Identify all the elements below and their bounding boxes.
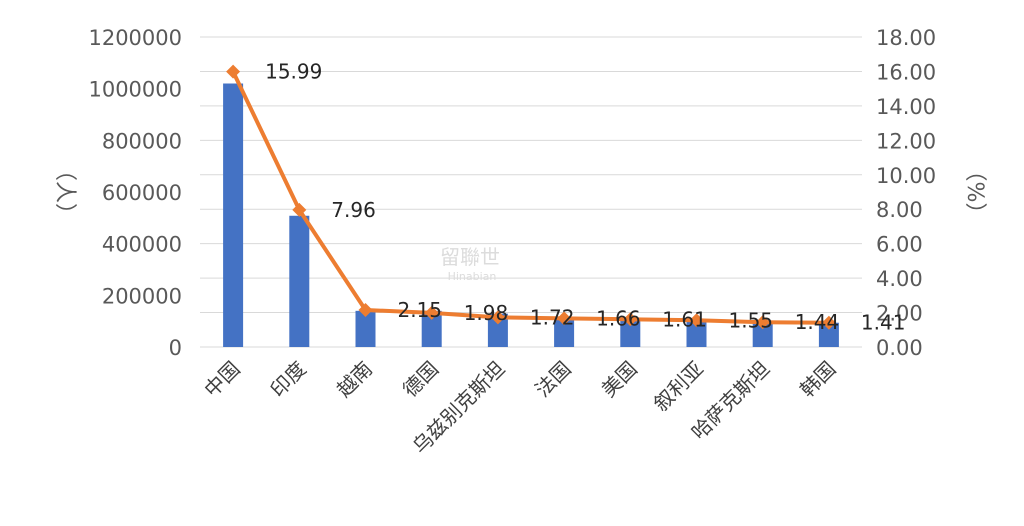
- left-tick-label: 400000: [102, 233, 182, 257]
- line-marker: [226, 64, 241, 79]
- data-label: 1.55: [729, 308, 774, 332]
- right-tick-label: 10.00: [876, 164, 936, 188]
- line-marker: [821, 315, 836, 330]
- line-series: [226, 64, 836, 330]
- line-marker: [755, 315, 770, 330]
- data-label: 1.44: [795, 310, 840, 334]
- line-marker: [623, 312, 638, 327]
- watermark-en: Hinabian: [448, 270, 497, 283]
- axis-units: （人） （%）: [52, 159, 987, 225]
- bar: [620, 319, 641, 347]
- left-tick-label: 200000: [102, 284, 182, 308]
- bar: [487, 313, 508, 347]
- left-tick-label: 0: [169, 336, 182, 360]
- bar-series: [223, 83, 839, 347]
- right-axis-unit: （%）: [962, 160, 987, 225]
- left-tick-label: 1200000: [88, 26, 182, 50]
- data-label: 7.96: [331, 198, 376, 222]
- right-tick-label: 2.00: [876, 302, 923, 326]
- right-tick-label: 6.00: [876, 233, 923, 257]
- watermark: 留聯世 Hinabian: [440, 245, 500, 283]
- left-axis-ticks: 0 200000 400000 600000 800000 1000000 1200000: [88, 26, 182, 360]
- line-marker: [424, 305, 439, 320]
- right-tick-label: 8.00: [876, 198, 923, 222]
- right-tick-label: 4.00: [876, 267, 923, 291]
- line-marker: [358, 302, 373, 317]
- right-axis-ticks: 0.00 2.00 4.00 6.00 8.00 10.00 12.00 14.00 16.00…: [876, 26, 936, 360]
- left-tick-label: 800000: [102, 129, 182, 153]
- right-tick-label: 0.00: [876, 336, 923, 360]
- gridlines: [200, 36, 862, 348]
- watermark-cn: 留聯世: [440, 245, 500, 269]
- data-label: 1.41: [861, 311, 906, 335]
- line-path: [231, 70, 829, 325]
- data-label: 2.15: [398, 298, 443, 322]
- bar: [818, 322, 839, 347]
- bar: [289, 215, 310, 347]
- bar: [554, 318, 575, 347]
- data-label: 1.66: [596, 306, 641, 330]
- bar: [686, 319, 707, 347]
- line-data-labels: 15.99 7.96 2.15 1.98 1.72 1.66 1.61 1.55 1.44 1.4…: [265, 60, 905, 335]
- right-tick-label: 12.00: [876, 129, 936, 153]
- right-tick-label: 14.00: [876, 95, 936, 119]
- left-axis-unit: （人）: [52, 159, 77, 225]
- data-label: 1.61: [662, 307, 707, 331]
- bar: [355, 310, 376, 347]
- data-label: 15.99: [265, 60, 322, 84]
- line-marker: [490, 310, 505, 325]
- line-marker: [557, 311, 572, 326]
- bar: [752, 320, 773, 347]
- line-marker: [292, 202, 307, 217]
- bar: [421, 310, 442, 347]
- bar: [223, 83, 244, 347]
- left-tick-label: 1000000: [88, 78, 182, 102]
- line-marker: [689, 313, 704, 328]
- right-tick-label: 18.00: [876, 26, 936, 50]
- data-label: 1.98: [464, 301, 509, 325]
- left-tick-label: 600000: [102, 181, 182, 205]
- data-label: 1.72: [530, 305, 575, 329]
- right-tick-label: 16.00: [876, 60, 936, 84]
